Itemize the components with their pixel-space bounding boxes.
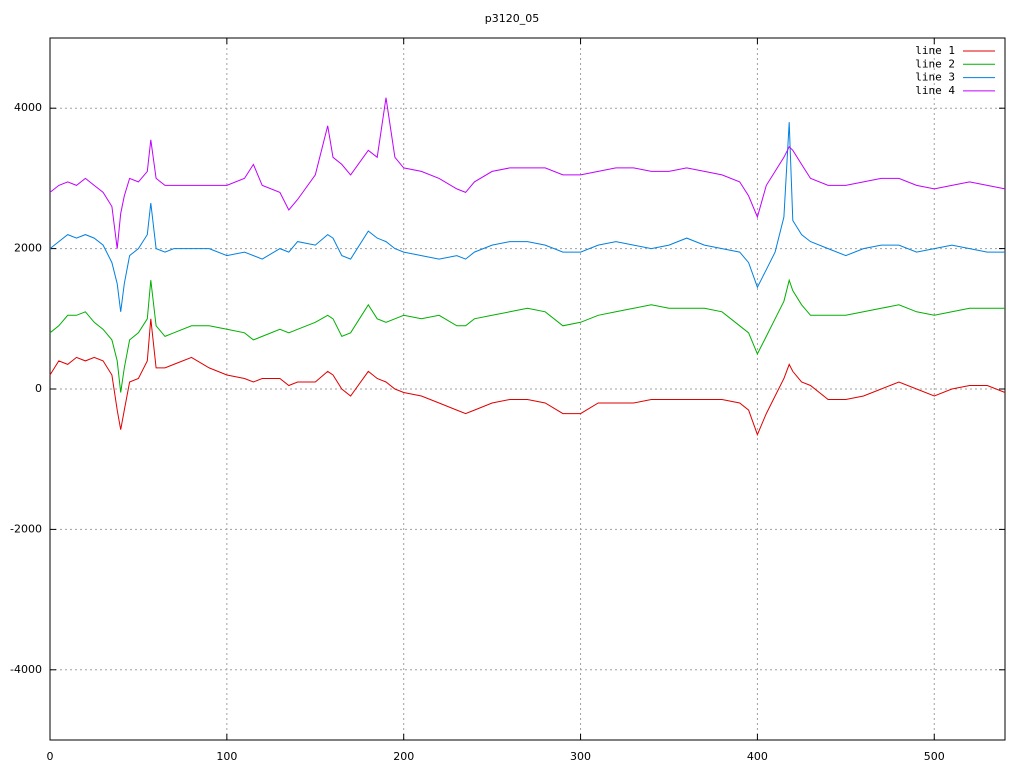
- legend-label: line 1: [915, 44, 955, 57]
- x-tick-label: 200: [393, 750, 414, 763]
- y-tick-label: -2000: [10, 522, 42, 535]
- x-tick-label: 300: [570, 750, 591, 763]
- legend-label: line 2: [915, 57, 955, 70]
- plot-frame: [49, 37, 1006, 741]
- x-tick-label: 0: [47, 750, 54, 763]
- series-line: [49, 278, 1005, 393]
- x-tick-label: 500: [924, 750, 945, 763]
- legend-label: line 3: [915, 71, 955, 84]
- y-tick-label: 2000: [14, 242, 42, 255]
- series-line: [49, 122, 1005, 312]
- x-tick-label: 100: [216, 750, 237, 763]
- series-line: [49, 97, 1006, 249]
- series-line: [49, 318, 1006, 436]
- x-tick-label: 400: [747, 750, 768, 763]
- y-tick-label: -4000: [10, 663, 42, 676]
- chart-title: p3120_05: [485, 12, 539, 25]
- legend-label: line 4: [915, 84, 955, 97]
- y-tick-label: 4000: [14, 101, 42, 114]
- y-tick-label: 0: [35, 382, 42, 395]
